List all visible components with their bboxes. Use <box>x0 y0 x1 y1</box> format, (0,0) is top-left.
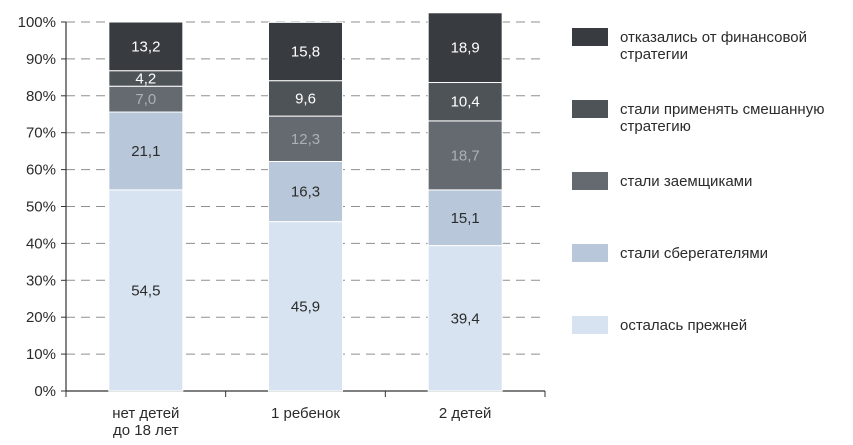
y-tick-label: 90% <box>26 51 56 68</box>
bar-segment <box>427 82 503 122</box>
data-label: 18,7 <box>451 147 480 164</box>
bar-segment <box>427 245 503 392</box>
legend-label: стратегию <box>620 118 691 135</box>
bar-segment <box>108 189 184 392</box>
y-axis: 0% 10% 20% 30% 40% 50% 60% 70% 80% 90% 100% <box>18 14 67 400</box>
category-label: 1 ребенок <box>271 405 340 422</box>
y-tick-label: 30% <box>26 272 56 289</box>
data-label: 7,0 <box>135 91 156 108</box>
legend-label: осталась прежней <box>620 317 747 334</box>
data-label: 9,6 <box>295 90 316 107</box>
legend-label: стратегии <box>620 46 688 63</box>
data-label: 12,3 <box>291 131 320 148</box>
legend-swatch <box>572 244 608 262</box>
bars: 54,5 21,1 7,0 4,2 13,2 45,9 16,3 12,3 9,6 15,8 39,… <box>108 12 503 392</box>
y-tick-label: 60% <box>26 162 56 179</box>
data-label: 15,8 <box>291 44 320 61</box>
data-label: 13,2 <box>131 38 160 55</box>
y-tick-label: 100% <box>18 14 56 31</box>
category-label: нет детей <box>112 405 179 422</box>
bar-segment <box>108 111 184 191</box>
y-tick-label: 10% <box>26 346 56 363</box>
data-label: 39,4 <box>451 310 480 327</box>
data-label: 54,5 <box>131 282 160 299</box>
category-label: до 18 лет <box>113 422 179 439</box>
bar-segment <box>108 21 184 72</box>
y-tick-label: 20% <box>26 309 56 326</box>
legend-label: стали заемщиками <box>620 173 752 190</box>
bar-segment <box>268 21 343 82</box>
y-tick-label: 40% <box>26 235 56 252</box>
data-label: 21,1 <box>131 143 160 160</box>
legend-label: стали применять смешанную <box>620 101 824 118</box>
bar-segment <box>427 120 503 191</box>
legend-swatch <box>572 100 608 118</box>
bar-segment <box>427 189 503 247</box>
y-tick-label: 70% <box>26 125 56 142</box>
data-label: 4,2 <box>135 70 156 87</box>
y-tick-label: 0% <box>34 383 56 400</box>
bar-segment <box>268 221 343 392</box>
bar-segment <box>108 85 184 113</box>
data-label: 15,1 <box>451 210 480 227</box>
data-label: 16,3 <box>291 184 320 201</box>
bar-segment <box>268 115 343 162</box>
y-tick-label: 50% <box>26 199 56 216</box>
legend-swatch <box>572 316 608 334</box>
category-label: 2 детей <box>439 405 492 422</box>
legend-swatch <box>572 28 608 46</box>
data-label: 10,4 <box>451 94 480 111</box>
bar-segment <box>268 160 343 223</box>
legend-swatch <box>572 172 608 190</box>
legend-label: стали сберегателями <box>620 245 768 262</box>
bar-segment <box>427 12 503 84</box>
legend-label: отказались от финансовой <box>620 29 807 46</box>
data-label: 45,9 <box>291 298 320 315</box>
data-label: 18,9 <box>451 40 480 57</box>
y-tick-label: 80% <box>26 88 56 105</box>
